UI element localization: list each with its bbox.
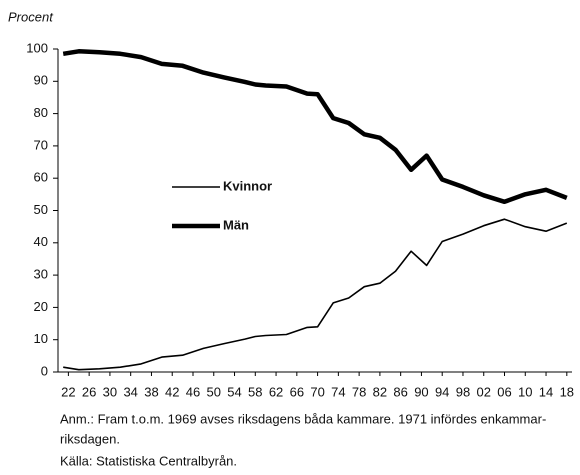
x-tick-label: 62 bbox=[269, 384, 283, 399]
y-tick-label: 10 bbox=[34, 331, 48, 346]
x-tick-label: 94 bbox=[435, 384, 449, 399]
x-tick-label: 34 bbox=[123, 384, 137, 399]
note-line: riksdagen. bbox=[60, 431, 120, 446]
x-tick-label: 54 bbox=[227, 384, 241, 399]
x-tick-label: 58 bbox=[248, 384, 262, 399]
y-tick-label: 0 bbox=[41, 363, 48, 378]
x-tick-label: 14 bbox=[539, 384, 553, 399]
x-tick-label: 30 bbox=[103, 384, 117, 399]
x-tick-label: 70 bbox=[310, 384, 324, 399]
x-tick-label: 66 bbox=[290, 384, 304, 399]
x-tick-label: 38 bbox=[144, 384, 158, 399]
source: Källa: Statistiska Centralbyrån. bbox=[60, 453, 237, 468]
y-tick-label: 60 bbox=[34, 170, 48, 185]
y-tick-label: 20 bbox=[34, 299, 48, 314]
x-tick-label: 10 bbox=[518, 384, 532, 399]
x-tick-label: 22 bbox=[61, 384, 75, 399]
y-tick-label: 70 bbox=[34, 137, 48, 152]
y-axis-title: Procent bbox=[8, 9, 54, 24]
x-tick-label: 18 bbox=[560, 384, 574, 399]
x-tick-label: 42 bbox=[165, 384, 179, 399]
x-tick-label: 74 bbox=[331, 384, 345, 399]
y-tick-label: 30 bbox=[34, 267, 48, 282]
x-tick-label: 82 bbox=[373, 384, 387, 399]
x-tick-label: 26 bbox=[82, 384, 96, 399]
line-series bbox=[62, 49, 568, 205]
legend-label: Män bbox=[223, 217, 249, 232]
x-tick-label: 86 bbox=[393, 384, 407, 399]
x-tick-label: 50 bbox=[207, 384, 221, 399]
x-tick-label: 78 bbox=[352, 384, 366, 399]
x-tick-label: 90 bbox=[414, 384, 428, 399]
x-tick-label: 98 bbox=[456, 384, 470, 399]
y-tick-label: 50 bbox=[34, 202, 48, 217]
x-tick-label: 46 bbox=[186, 384, 200, 399]
y-tick-label: 90 bbox=[34, 73, 48, 88]
note-line: Anm.: Fram t.o.m. 1969 avses riksdagens … bbox=[60, 411, 546, 426]
y-tick-label: 80 bbox=[34, 105, 48, 120]
x-tick-label: 02 bbox=[477, 384, 491, 399]
y-tick-label: 100 bbox=[26, 40, 48, 55]
y-tick-label: 40 bbox=[34, 234, 48, 249]
line-series bbox=[63, 218, 568, 371]
x-tick-label: 06 bbox=[497, 384, 511, 399]
legend-label: Kvinnor bbox=[223, 178, 272, 193]
